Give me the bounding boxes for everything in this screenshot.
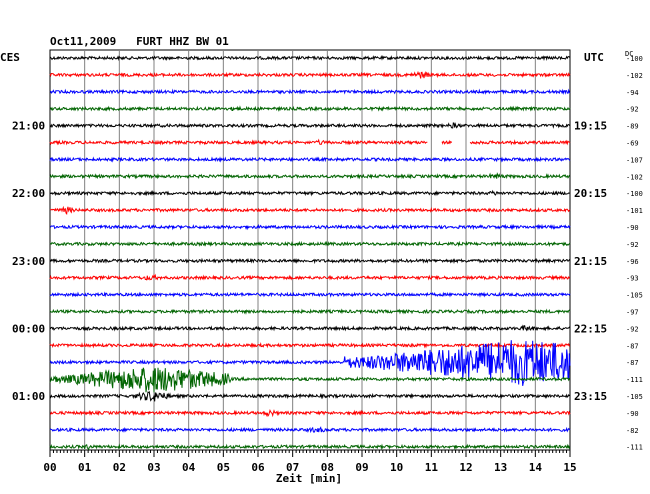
x-axis-label: Zeit [min]: [276, 472, 342, 485]
dc-offset-label: -82: [626, 427, 639, 435]
x-tick-label: 03: [147, 461, 160, 474]
trace-line: [49, 273, 571, 281]
left-time-label: 01:00: [12, 390, 45, 403]
right-time-label: 23:15: [574, 390, 607, 403]
x-tick-label: 01: [78, 461, 92, 474]
dc-offset-label: -92: [626, 325, 639, 333]
left-time-label: 23:00: [12, 255, 45, 268]
trace-line: [49, 409, 571, 418]
dc-offset-label: -101: [626, 207, 643, 215]
dc-offset-label: -105: [626, 393, 643, 401]
trace-line: [49, 172, 571, 180]
x-tick-label: 11: [425, 461, 439, 474]
dc-offset-label: -90: [626, 224, 639, 232]
trace-line: [49, 54, 571, 62]
trace-line: [49, 324, 571, 332]
x-tick-label: 10: [390, 461, 403, 474]
dc-offset-label: -69: [626, 140, 639, 148]
dc-offset-label: -102: [626, 173, 643, 181]
dc-offset-label: -92: [626, 241, 639, 249]
trace-line: [49, 138, 571, 146]
trace-line: [49, 308, 571, 315]
dc-offset-label: -87: [626, 359, 639, 367]
dc-offset-label: -87: [626, 342, 639, 350]
x-tick-label: 08: [321, 461, 334, 474]
trace-line: [49, 156, 571, 163]
right-time-label: 21:15: [574, 255, 607, 268]
x-tick-label: 04: [182, 461, 196, 474]
trace-line: [49, 88, 571, 96]
x-axis-ticks: 00 01 02 03 04 05 06 07 08 09 10 11 12 13 14 15: [43, 450, 577, 474]
right-time-label: 19:15: [574, 120, 607, 133]
dc-offset-header: DC: [625, 50, 633, 58]
trace-line: [49, 223, 571, 231]
dc-offset-label: -107: [626, 156, 643, 164]
chart-title: Oct11,2009 FURT HHZ BW 01: [50, 35, 229, 48]
x-tick-label: 07: [286, 461, 299, 474]
x-tick-label: 15: [563, 461, 576, 474]
dc-offset-label: -105: [626, 292, 643, 300]
left-time-label: 00:00: [12, 322, 45, 335]
trace-line: [49, 189, 571, 197]
right-axis-label: UTC: [584, 51, 604, 64]
x-tick-label: 12: [459, 461, 472, 474]
trace-line: [49, 443, 571, 451]
dc-offset-label: -102: [626, 72, 643, 80]
x-tick-label: 02: [113, 461, 126, 474]
x-tick-label: 00: [43, 461, 56, 474]
dc-offset-label: -111: [626, 444, 643, 452]
seismogram-traces: [49, 54, 571, 451]
x-tick-label: 14: [529, 461, 543, 474]
grid: [49, 49, 571, 451]
x-tick-label: 09: [355, 461, 368, 474]
dc-offset-label: -93: [626, 275, 639, 283]
dc-offset-label: -111: [626, 376, 643, 384]
trace-line: [49, 342, 571, 349]
trace-line: [49, 122, 571, 129]
x-tick-label: 13: [494, 461, 507, 474]
right-time-label: 22:15: [574, 322, 607, 335]
trace-line: [49, 390, 571, 402]
dc-offset-label: -97: [626, 309, 639, 317]
right-time-label: 20:15: [574, 187, 607, 200]
dc-offset-label: -100: [626, 190, 643, 198]
dc-offset-label: -96: [626, 258, 639, 266]
trace-line: [49, 340, 571, 386]
trace-line: [49, 105, 571, 112]
dc-offset-label: -89: [626, 123, 639, 131]
x-tick-label: 06: [251, 461, 265, 474]
axis-labels: -100 -102 -94 -92 -89 -69 -107 -102 -100 -101 -90 -…: [12, 55, 643, 452]
left-axis-label: CES: [0, 51, 20, 64]
trace-line: [49, 291, 571, 298]
dc-offset-label: -100: [626, 55, 643, 63]
trace-line: [49, 426, 571, 434]
trace-line: [49, 70, 571, 79]
trace-line: [49, 367, 571, 393]
trace-line: [49, 205, 571, 215]
trace-line: [49, 240, 571, 248]
dc-offset-label: -92: [626, 106, 639, 114]
x-tick-label: 05: [217, 461, 230, 474]
dc-offset-label: -94: [626, 89, 639, 97]
plot-frame: [49, 49, 571, 451]
trace-line: [49, 257, 571, 265]
left-time-label: 22:00: [12, 187, 45, 200]
left-time-label: 21:00: [12, 120, 45, 133]
dc-offset-label: -90: [626, 410, 639, 418]
